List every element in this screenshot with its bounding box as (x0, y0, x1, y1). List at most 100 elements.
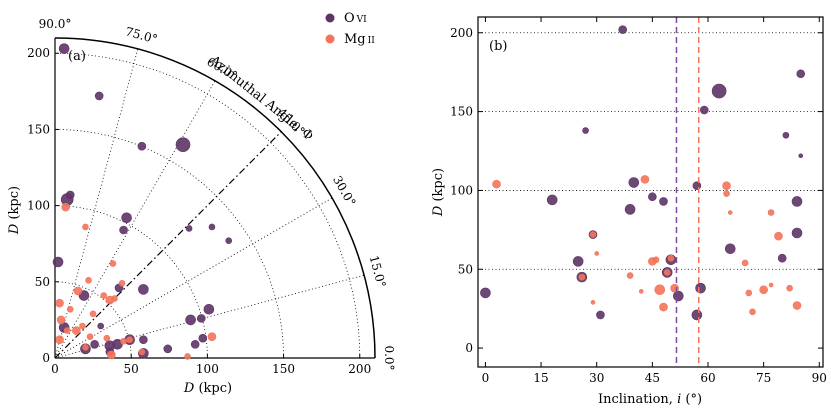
angle-tick-group: 90.0° (39, 17, 72, 31)
legend-marker-mgii (325, 34, 335, 44)
data-point-mgii (578, 273, 586, 281)
data-point-ovi (139, 335, 148, 345)
data-point-ovi (90, 339, 99, 349)
data-point-mgii (768, 282, 774, 288)
data-point-mgii (126, 336, 133, 344)
angular-grid-line (54, 197, 333, 359)
data-point-ovi (225, 237, 233, 244)
data-point-mgii (749, 308, 756, 316)
data-point-mgii (745, 289, 753, 297)
data-point-mgii (105, 295, 115, 305)
data-point-ovi (582, 127, 589, 134)
data-point-mgii (56, 315, 66, 325)
data-point-ovi (208, 223, 216, 231)
legend-marker-ovi (325, 13, 335, 23)
data-point-ovi (185, 314, 196, 326)
data-point-mgii (55, 335, 64, 345)
data-point-ovi (190, 339, 200, 349)
data-point-mgii (594, 251, 600, 256)
data-point-mgii (670, 283, 679, 293)
x-tick-label: 50 (124, 362, 139, 376)
data-point-ovi (121, 212, 132, 224)
y-tick-label: 50 (458, 262, 473, 276)
data-point-ovi (724, 243, 736, 255)
data-point-mgii (120, 337, 127, 345)
data-point-mgii (82, 223, 89, 231)
angle-tick-label: 90.0° (39, 17, 72, 31)
data-point-ovi (798, 153, 804, 159)
x-tick-label: 0 (51, 362, 59, 376)
data-point-ovi (782, 131, 790, 139)
data-point-mgii (492, 179, 501, 189)
data-point-mgii (66, 305, 74, 313)
data-point-mgii (89, 310, 97, 318)
data-point-mgii (72, 326, 81, 335)
data-point-mgii (667, 254, 675, 262)
data-point-mgii (55, 298, 64, 308)
angle-tick-label: 75.0° (124, 24, 159, 46)
data-point-mgii (118, 280, 126, 287)
data-point-ovi (138, 284, 149, 295)
data-point-ovi (777, 253, 787, 263)
data-point-mgii (626, 272, 634, 279)
data-point-mgii (63, 327, 71, 334)
radial-grid-arc (54, 52, 361, 359)
y-tick-label: 50 (35, 275, 50, 289)
panel-label-a: (a) (68, 49, 86, 64)
data-point-ovi (196, 314, 206, 323)
angle-tick-group: 15.0° (367, 254, 389, 289)
data-point-ovi (137, 141, 147, 151)
data-point-mgii (61, 202, 70, 212)
legend-label-mgii: Mg II (344, 32, 375, 47)
data-point-mgii (86, 333, 94, 340)
data-point-ovi (163, 344, 173, 354)
data-point-ovi (618, 25, 627, 34)
data-point-mgii (589, 231, 597, 238)
panel-b-scatter-chart: 0 15 30 45 60 75 90 0 50 100 150 200 (b) Inclination,… (431, 16, 827, 407)
data-point-ovi (58, 43, 70, 54)
reference-line-45 (54, 131, 282, 359)
y-tick-label: 200 (27, 46, 50, 60)
data-point-ovi (546, 194, 558, 206)
data-point-ovi (203, 303, 215, 315)
plot-frame (477, 16, 824, 368)
x-tick-label: 150 (272, 362, 295, 376)
data-point-ovi (796, 69, 806, 79)
angle-tick-group: 30.0° (330, 173, 358, 208)
data-point-mgii (100, 292, 108, 299)
angle-tick-label: 15.0° (367, 254, 389, 289)
x-tick-label: 30 (589, 371, 604, 385)
data-point-mgii (774, 231, 783, 241)
data-point-mgii (109, 260, 117, 267)
data-point-mgii (79, 322, 86, 330)
arc-title-group: Azimuthal Angle, Φ (206, 52, 316, 144)
y-tick-label: 150 (27, 122, 50, 136)
data-point-mgii (759, 285, 768, 295)
data-point-mgii (659, 302, 668, 312)
y-tick-label: 200 (450, 26, 473, 40)
data-point-ovi (97, 322, 105, 330)
x-tick-label: 0 (482, 371, 490, 385)
x-tick-label: 60 (700, 371, 715, 385)
y-axis-label-group: D (kpc) (431, 168, 446, 217)
data-point-mgii (184, 353, 191, 360)
data-point-ovi (198, 333, 208, 343)
y-tick-label: 0 (42, 351, 50, 365)
angle-tick-group: 75.0° (124, 24, 159, 46)
y-axis-label-group: D (kpc) (7, 186, 22, 235)
y-axis-label: D (kpc) (431, 168, 446, 217)
x-tick-label: 75 (756, 371, 771, 385)
data-point-ovi (52, 256, 64, 268)
data-point-mgii (663, 269, 671, 276)
data-point-mgii (654, 284, 666, 296)
y-tick-label: 100 (27, 199, 50, 213)
data-point-ovi (691, 309, 703, 321)
panel-label-b: (b) (489, 39, 507, 54)
outer-arc (54, 37, 376, 359)
data-point-mgii (107, 350, 116, 360)
data-point-ovi (791, 227, 803, 239)
y-tick-label: 150 (450, 105, 473, 119)
data-point-mgii (85, 276, 92, 284)
x-tick-label: 15 (533, 371, 548, 385)
